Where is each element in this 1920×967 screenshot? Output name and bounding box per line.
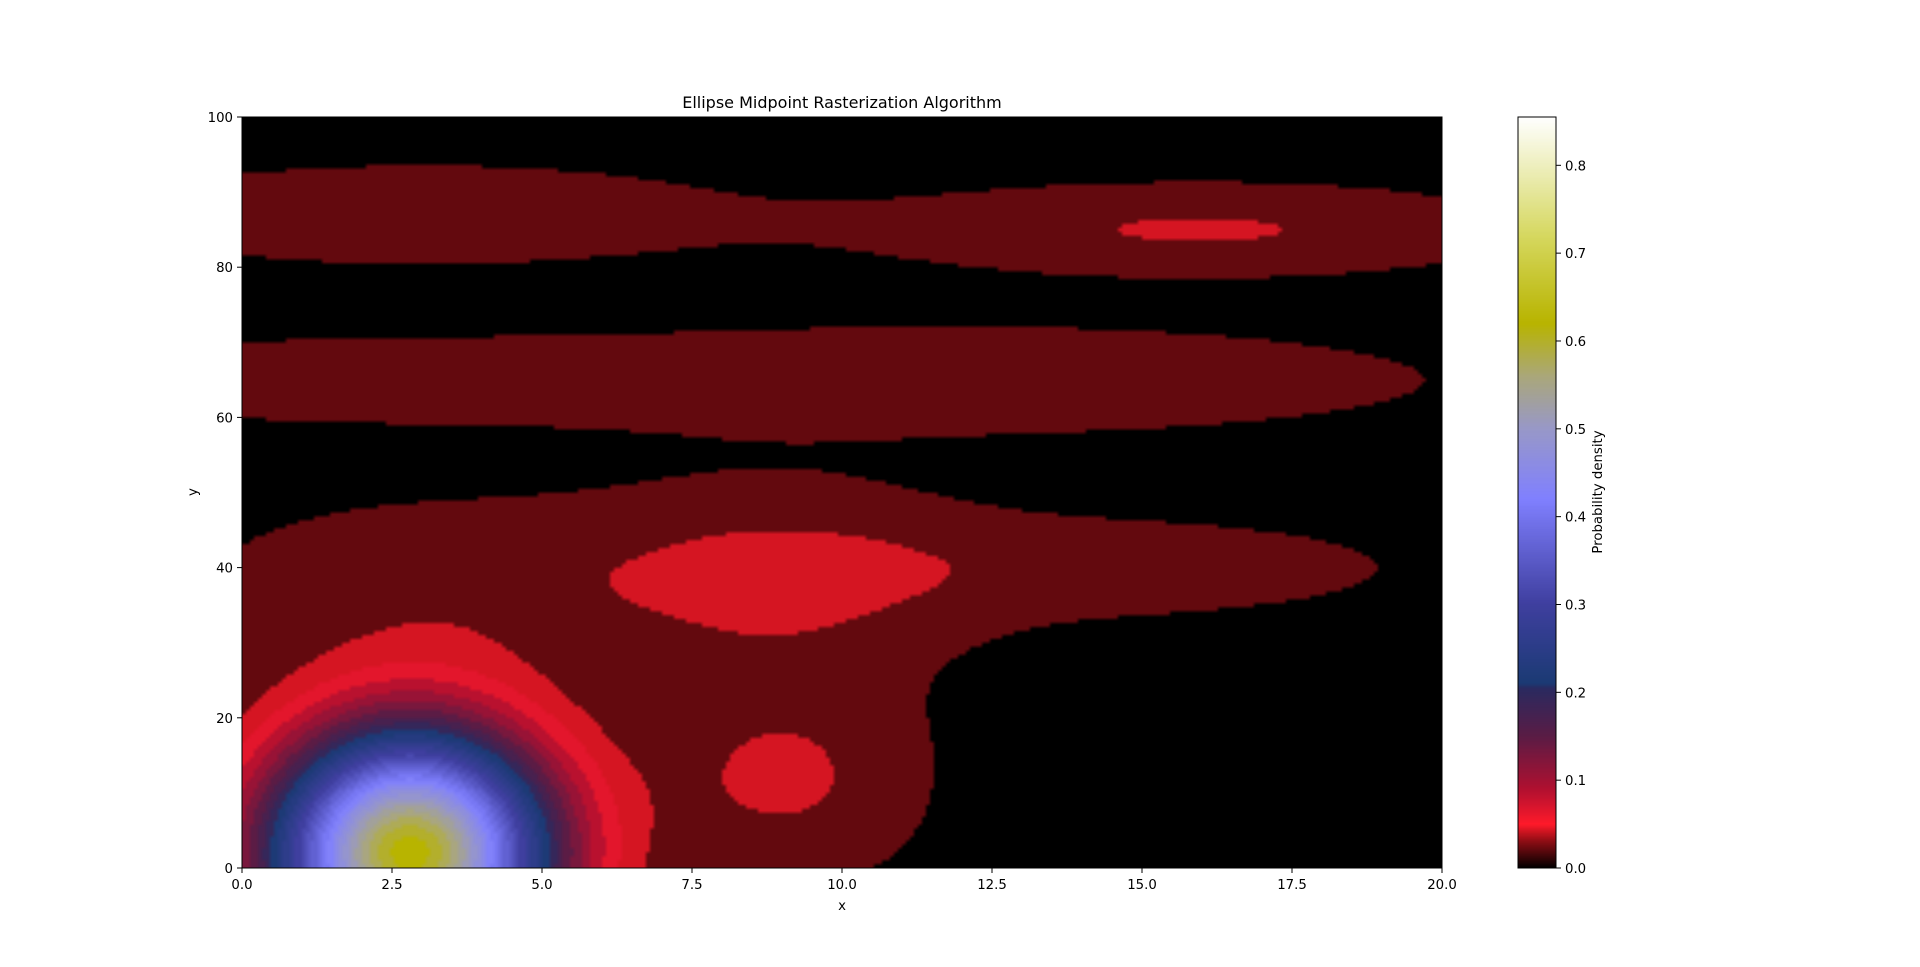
colorbar-ticks: 0.0 0.1 0.2 0.3 0.4 0.5 0.6 0.7 0.8 bbox=[1556, 159, 1586, 877]
y-tick-label: 80 bbox=[216, 261, 233, 276]
x-axis: 0.0 2.5 5.0 7.5 10.0 12.5 15.0 17.5 20.0 bbox=[231, 868, 1457, 893]
colorbar-tick-label: 0.7 bbox=[1565, 247, 1586, 262]
colorbar-tick-label: 0.8 bbox=[1565, 159, 1586, 174]
colorbar-tick-label: 0.6 bbox=[1565, 335, 1586, 350]
colorbar: 0.0 0.1 0.2 0.3 0.4 0.5 0.6 0.7 0.8 Probability … bbox=[1517, 116, 1606, 877]
colorbar-tick-label: 0.3 bbox=[1565, 598, 1586, 613]
x-tick-label: 5.0 bbox=[531, 878, 552, 893]
x-tick-label: 15.0 bbox=[1127, 878, 1157, 893]
y-tick-label: 60 bbox=[216, 411, 233, 426]
x-tick-label: 17.5 bbox=[1277, 878, 1307, 893]
y-axis-label: y bbox=[186, 488, 201, 496]
colorbar-tick-label: 0.1 bbox=[1565, 774, 1586, 789]
y-tick-label: 40 bbox=[216, 562, 233, 577]
x-tick-label: 10.0 bbox=[827, 878, 857, 893]
colorbar-gradient bbox=[1518, 117, 1556, 868]
colorbar-tick-label: 0.4 bbox=[1565, 511, 1586, 526]
y-tick-label: 20 bbox=[216, 712, 233, 727]
plot-area bbox=[241, 116, 1443, 869]
chart-title: Ellipse Midpoint Rasterization Algorithm bbox=[682, 93, 1002, 112]
x-tick-label: 20.0 bbox=[1427, 878, 1457, 893]
x-tick-label: 2.5 bbox=[381, 878, 402, 893]
colorbar-tick-label: 0.2 bbox=[1565, 686, 1586, 701]
x-tick-label: 7.5 bbox=[681, 878, 702, 893]
colorbar-tick-label: 0.5 bbox=[1565, 423, 1586, 438]
x-tick-label: 12.5 bbox=[977, 878, 1007, 893]
x-axis-label: x bbox=[838, 899, 846, 914]
colorbar-tick-label: 0.0 bbox=[1565, 862, 1586, 877]
x-tick-label: 0.0 bbox=[231, 878, 252, 893]
y-axis: 0 20 40 60 80 100 bbox=[208, 111, 242, 877]
y-tick-label: 0 bbox=[225, 862, 233, 877]
colorbar-label: Probability density bbox=[1591, 430, 1606, 553]
colorbar-frame bbox=[1517, 116, 1557, 869]
density-contour-field bbox=[242, 117, 1442, 868]
y-tick-label: 100 bbox=[208, 111, 233, 126]
